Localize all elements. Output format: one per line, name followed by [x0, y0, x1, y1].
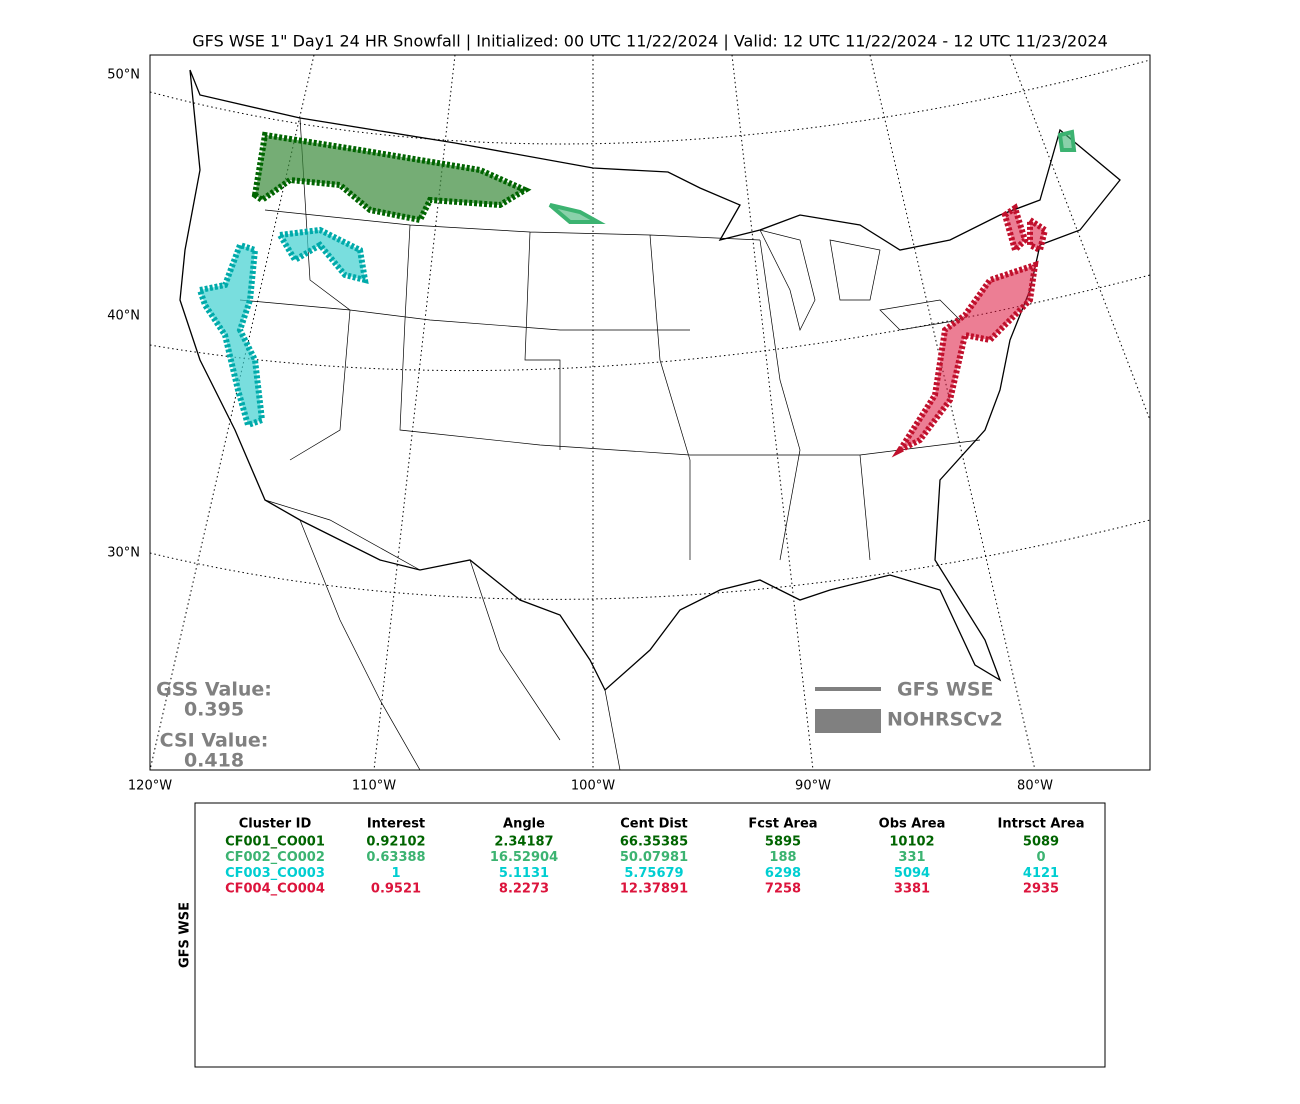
table-cell: 5.1131	[499, 866, 549, 881]
table-cell: 188	[769, 850, 796, 865]
table-cell: 0	[1036, 850, 1045, 865]
table-cell: CF004_CO004	[225, 882, 325, 897]
table-cell: CF003_CO003	[225, 866, 325, 881]
map-frame	[149, 54, 1151, 771]
table-cell: 5.75679	[624, 866, 683, 881]
table-cell: 50.07981	[620, 850, 688, 865]
mexico	[299, 519, 621, 770]
table-cell: 5895	[765, 835, 801, 850]
coastline	[179, 69, 1121, 692]
table-cell: 331	[898, 850, 925, 865]
lat-label: 40°N	[107, 309, 140, 324]
table-header: Cent Dist	[620, 817, 688, 832]
table-header: Obs Area	[879, 817, 946, 832]
table-header: Angle	[503, 817, 545, 832]
table-frame	[194, 802, 1106, 1068]
parallels	[150, 59, 1150, 600]
table-cell: 66.35385	[620, 835, 688, 850]
table-cell: 2.34187	[494, 835, 553, 850]
csi-label: CSI Value:	[160, 730, 269, 752]
lat-label: 50°N	[107, 68, 140, 83]
lat-label: 30°N	[107, 546, 140, 561]
lon-label: 120°W	[128, 779, 172, 794]
table-cell: CF002_CO002	[225, 850, 325, 865]
table-header: Interest	[367, 817, 425, 832]
table-header: Fcst Area	[748, 817, 817, 832]
table-cell: 12.37891	[620, 882, 688, 897]
table-cell: 5089	[1023, 835, 1059, 850]
cluster-3	[196, 226, 369, 429]
table-cell: 5094	[894, 866, 930, 881]
legend-swatch	[815, 709, 881, 733]
stats-table: GFS WSE Cluster ID Interest Angle Cent Dist…	[178, 802, 1106, 1068]
map: 50°N 40°N 30°N 120°W 110°W 100°W 90°W 80…	[107, 54, 1151, 794]
table-cell: 0.9521	[371, 882, 421, 897]
table-side-label: GFS WSE	[178, 902, 193, 968]
table-cell: 1	[391, 866, 400, 881]
table-cell: 16.52904	[490, 850, 558, 865]
legend-label: GFS WSE	[897, 679, 994, 701]
table-header: Cluster ID	[239, 817, 312, 832]
lon-label: 80°W	[1017, 779, 1053, 794]
table-cell: 4121	[1023, 866, 1059, 881]
table-cell: 2935	[1023, 882, 1059, 897]
lon-label: 100°W	[571, 779, 615, 794]
table-cell: CF001_CO001	[225, 835, 325, 850]
cluster-1	[251, 131, 532, 224]
lon-label: 90°W	[795, 779, 831, 794]
cluster-4	[891, 203, 1049, 458]
gss-label: GSS Value:	[156, 679, 272, 701]
gss-value: 0.395	[184, 699, 244, 721]
legend-label: NOHRSCv2	[887, 709, 1003, 731]
table-cell: 8.2273	[499, 882, 549, 897]
title: GFS WSE 1" Day1 24 HR Snowfall | Initial…	[192, 32, 1108, 51]
table-cell: 10102	[889, 835, 934, 850]
table-cell: 0.92102	[366, 835, 425, 850]
state-lines	[239, 117, 981, 571]
table-header: Intrsct Area	[998, 817, 1085, 832]
table-cell: 0.63388	[366, 850, 425, 865]
table-cell: 7258	[765, 882, 801, 897]
lon-label: 110°W	[352, 779, 396, 794]
table-cell: 3381	[894, 882, 930, 897]
table-cell: 6298	[765, 866, 801, 881]
csi-value: 0.418	[184, 750, 244, 772]
cluster-2	[548, 129, 1077, 224]
